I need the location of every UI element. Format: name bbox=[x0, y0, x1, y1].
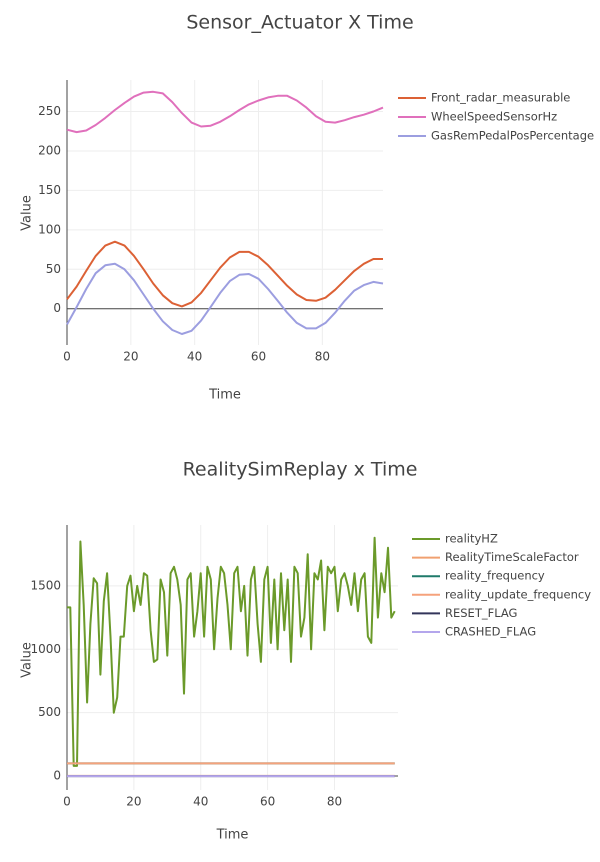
x-tick-label: 20 bbox=[123, 350, 138, 364]
legend-label: Front_radar_measurable bbox=[431, 91, 570, 105]
y-tick-label: 0 bbox=[53, 769, 61, 783]
legend-label: reality_frequency bbox=[445, 569, 545, 583]
legend-label: RESET_FLAG bbox=[445, 606, 517, 620]
x-tick-label: 40 bbox=[193, 795, 208, 809]
series-line bbox=[66, 262, 384, 335]
x-tick-label: 40 bbox=[187, 350, 202, 364]
legend-label: GasRemPedalPosPercentage bbox=[431, 129, 594, 143]
x-tick-label: 80 bbox=[315, 350, 330, 364]
y-tick-label: 50 bbox=[46, 262, 61, 276]
x-tick-label: 60 bbox=[260, 795, 275, 809]
series-line bbox=[66, 240, 383, 308]
chart-title: RealitySimReplay x Time bbox=[183, 459, 418, 481]
x-tick-label: 0 bbox=[63, 350, 71, 364]
y-tick-label: 0 bbox=[53, 301, 61, 315]
legend-label: RealityTimeScaleFactor bbox=[445, 550, 579, 564]
y-tick-label: 250 bbox=[38, 104, 61, 118]
x-axis-label: Time bbox=[216, 828, 249, 843]
y-tick-label: 1500 bbox=[30, 578, 61, 592]
series-line bbox=[67, 536, 396, 767]
series-line bbox=[66, 90, 384, 134]
x-tick-label: 0 bbox=[63, 795, 71, 809]
legend-label: reality_update_frequency bbox=[445, 587, 591, 601]
chart-title: Sensor_Actuator X Time bbox=[186, 12, 413, 34]
x-tick-label: 20 bbox=[126, 795, 141, 809]
y-axis-label: Value bbox=[20, 195, 35, 231]
legend-label: WheelSpeedSensorHz bbox=[431, 110, 557, 124]
x-tick-label: 60 bbox=[251, 350, 266, 364]
legend-label: CRASHED_FLAG bbox=[445, 625, 536, 639]
y-tick-label: 500 bbox=[38, 705, 61, 719]
y-tick-label: 200 bbox=[38, 143, 61, 157]
y-tick-label: 150 bbox=[38, 183, 61, 197]
legend-label: realityHZ bbox=[445, 532, 498, 546]
x-tick-label: 80 bbox=[327, 795, 342, 809]
y-axis-label: Value bbox=[20, 642, 35, 678]
y-tick-label: 1000 bbox=[30, 642, 61, 656]
y-tick-label: 100 bbox=[38, 222, 61, 236]
x-axis-label: Time bbox=[208, 388, 241, 403]
